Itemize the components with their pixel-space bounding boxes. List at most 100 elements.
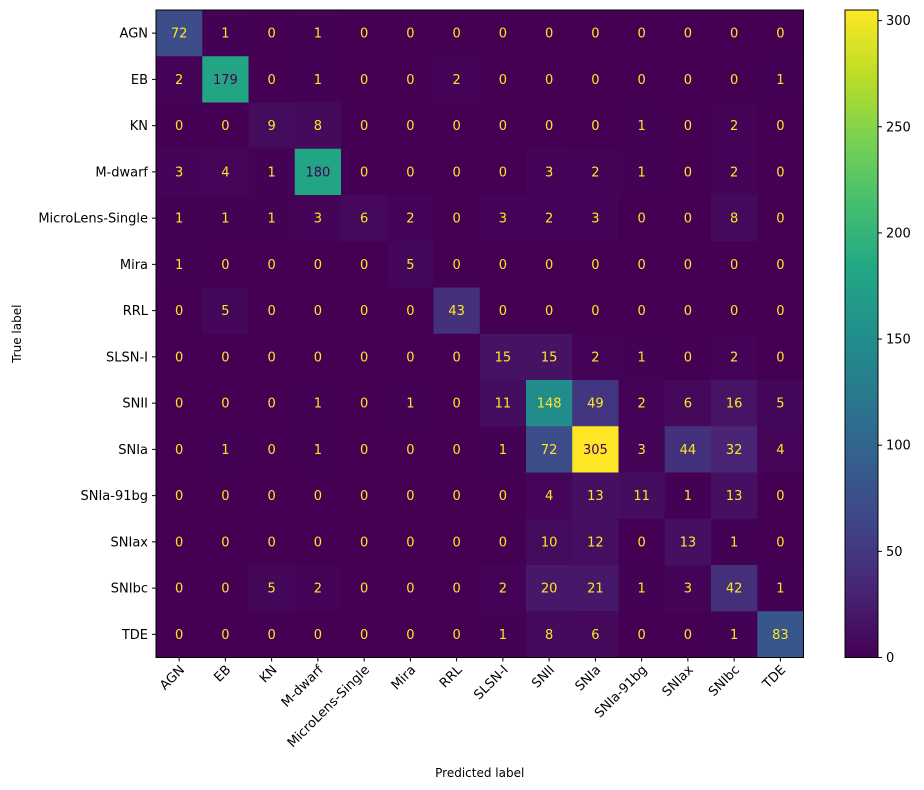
cell-value-label: 0 xyxy=(776,535,784,550)
cell-value-label: 3 xyxy=(499,212,507,227)
cell-value-label: 5 xyxy=(267,582,275,597)
cell-value-label: 0 xyxy=(221,582,229,597)
heatmap-cell xyxy=(248,380,296,427)
heatmap-cell xyxy=(572,195,619,242)
cell-value-label: 0 xyxy=(267,628,275,643)
heatmap-cell xyxy=(248,56,296,103)
cell-value-label: 15 xyxy=(541,350,558,365)
cell-value-label: 0 xyxy=(406,73,414,88)
heatmap-cell xyxy=(572,426,619,473)
cell-value-label: 0 xyxy=(591,27,599,42)
colorbar-tick-label: 200 xyxy=(886,226,911,241)
y-tick-label: SNIa xyxy=(118,443,148,458)
cell-value-label: 6 xyxy=(360,212,368,227)
cell-value-label: 1 xyxy=(776,582,784,597)
colorbar-tick-label: 300 xyxy=(886,14,911,29)
heatmap-cell xyxy=(248,472,296,520)
cell-value-label: 0 xyxy=(267,258,275,273)
cell-value-label: 0 xyxy=(730,258,738,273)
heatmap-cell xyxy=(757,333,804,381)
heatmap-cell xyxy=(387,333,434,381)
y-tick-label: SLSN-I xyxy=(106,350,148,365)
cell-value-label: 2 xyxy=(406,212,414,227)
cell-value-label: 0 xyxy=(452,489,460,504)
cell-value-label: 3 xyxy=(684,582,692,597)
cell-value-label: 0 xyxy=(360,628,368,643)
heatmap-cell xyxy=(202,518,249,566)
cell-value-label: 0 xyxy=(406,350,414,365)
heatmap-cell xyxy=(572,611,619,658)
heatmap-cell xyxy=(526,518,573,566)
x-tick-label: AGN xyxy=(157,663,188,694)
heatmap-cell xyxy=(341,102,388,150)
cell-value-label: 0 xyxy=(360,397,368,412)
heatmap-cell xyxy=(711,10,758,57)
cell-value-label: 9 xyxy=(267,119,275,134)
heatmap-cell xyxy=(294,287,342,335)
colorbar-ticks: 0 50 100 150 200 250 300 xyxy=(878,14,911,666)
cell-value-label: 0 xyxy=(314,489,322,504)
heatmap-cell xyxy=(433,241,481,288)
heatmap-cell xyxy=(341,565,388,612)
heatmap-cell xyxy=(341,195,388,242)
cell-value-label: 0 xyxy=(360,582,368,597)
heatmap-cell xyxy=(433,10,481,57)
heatmap-cell xyxy=(156,565,203,612)
heatmap-cell xyxy=(711,148,758,196)
cell-value-label: 0 xyxy=(406,582,414,597)
heatmap-cell xyxy=(433,195,481,242)
heatmap-cell xyxy=(664,472,712,520)
heatmap-cell xyxy=(156,10,203,57)
cell-value-label: 1 xyxy=(730,535,738,550)
heatmap-cell xyxy=(618,565,666,612)
cell-value-label: 0 xyxy=(360,165,368,180)
cell-value-label: 0 xyxy=(221,489,229,504)
cell-value-label: 1 xyxy=(499,628,507,643)
heatmap-cell xyxy=(664,241,712,288)
cell-value-label: 0 xyxy=(314,258,322,273)
cell-value-label: 2 xyxy=(730,165,738,180)
heatmap-cell xyxy=(202,611,249,658)
x-tick-label: M-dwarf xyxy=(279,662,327,710)
heatmap-cell xyxy=(572,148,619,196)
heatmap-cell xyxy=(387,56,434,103)
heatmap-cell xyxy=(294,56,342,103)
heatmap-cell xyxy=(479,472,527,520)
heatmap-cell xyxy=(387,426,434,473)
heatmap-cell xyxy=(526,195,573,242)
heatmap-cell xyxy=(572,287,619,335)
cell-value-label: 0 xyxy=(637,628,645,643)
heatmap-cell xyxy=(294,380,342,427)
heatmap-cell xyxy=(664,380,712,427)
cell-value-label: 0 xyxy=(637,258,645,273)
cell-value-label: 0 xyxy=(452,119,460,134)
heatmap-cell xyxy=(248,565,296,612)
heatmap-cell xyxy=(757,565,804,612)
cell-value-label: 180 xyxy=(305,165,330,180)
heatmap-cell xyxy=(479,565,527,612)
y-axis-label: True label xyxy=(10,305,24,364)
heatmap-cell xyxy=(341,287,388,335)
heatmap-cell xyxy=(664,611,712,658)
heatmap-cell xyxy=(618,380,666,427)
colorbar-tick-label: 250 xyxy=(886,120,911,135)
heatmap-cell xyxy=(618,241,666,288)
heatmap-cell xyxy=(479,10,527,57)
cell-value-label: 1 xyxy=(637,350,645,365)
heatmap-cell xyxy=(526,56,573,103)
x-tick-label: EB xyxy=(211,663,234,686)
heatmap-cell xyxy=(479,380,527,427)
heatmap-cell xyxy=(156,333,203,381)
cell-value-label: 4 xyxy=(221,165,229,180)
cell-value-label: 0 xyxy=(360,119,368,134)
cell-value-label: 8 xyxy=(314,119,322,134)
heatmap-cell xyxy=(294,333,342,381)
colorbar xyxy=(844,9,879,658)
cell-value-label: 0 xyxy=(499,119,507,134)
cell-value-label: 1 xyxy=(175,212,183,227)
heatmap-cell xyxy=(202,333,249,381)
cell-value-label: 179 xyxy=(213,73,238,88)
cell-value-label: 0 xyxy=(314,350,322,365)
heatmap-cell xyxy=(387,102,434,150)
heatmap-cell xyxy=(294,611,342,658)
